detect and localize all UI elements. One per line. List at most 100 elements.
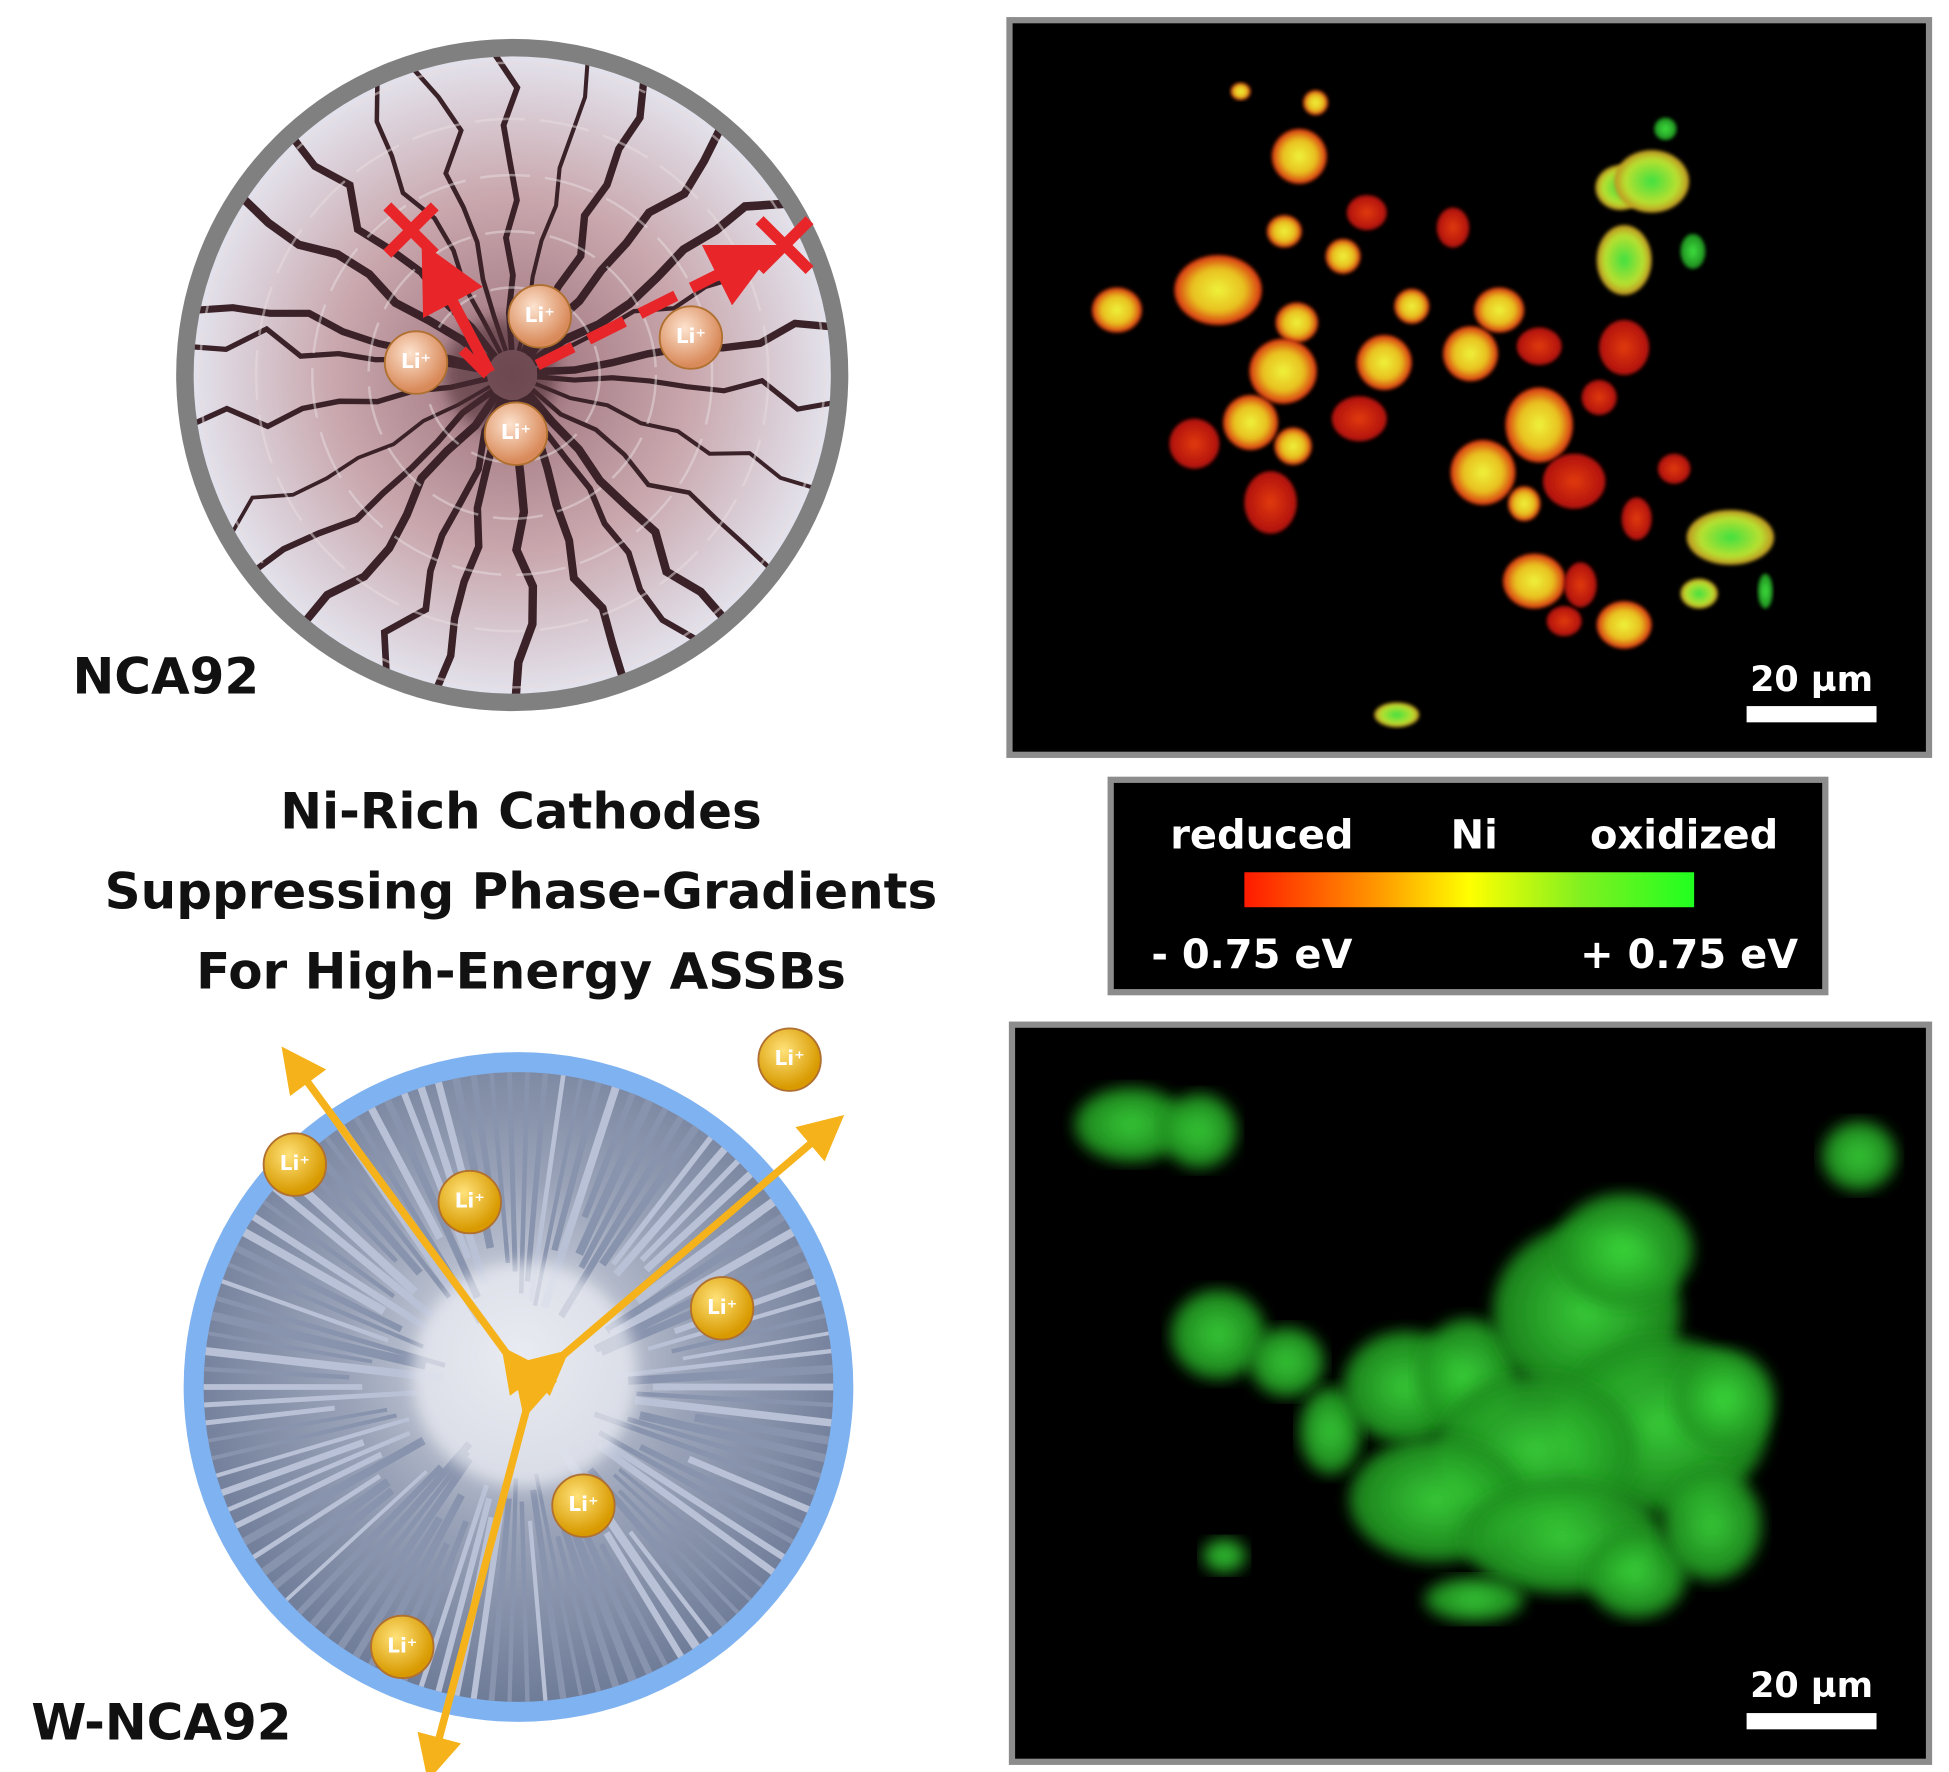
particle <box>1657 453 1691 484</box>
particle <box>1661 1468 1762 1581</box>
grain <box>628 1530 719 1646</box>
particle <box>1680 578 1718 609</box>
particle <box>1502 553 1566 609</box>
scale-bar <box>1746 706 1877 723</box>
title-line: Suppressing Phase-Gradients <box>105 862 938 920</box>
particle <box>1555 1193 1693 1306</box>
grain-ring <box>254 117 770 633</box>
particle <box>1450 439 1516 505</box>
grain <box>599 1542 673 1676</box>
particle <box>1599 320 1650 376</box>
grain <box>289 1464 444 1623</box>
ion <box>383 330 449 395</box>
grain <box>233 1436 426 1551</box>
ion-label: Li⁺ <box>525 303 555 327</box>
ion-label: Li⁺ <box>775 1046 805 1070</box>
ion-label: Li⁺ <box>455 1189 485 1213</box>
grain <box>555 1535 604 1702</box>
grain <box>638 1411 834 1465</box>
grain <box>558 1520 623 1698</box>
ion-label: Li⁺ <box>676 324 706 348</box>
particle <box>1275 302 1319 343</box>
particle <box>1374 702 1420 728</box>
particle <box>1303 90 1329 116</box>
particle <box>1621 497 1652 540</box>
scale-bar <box>1746 1713 1877 1730</box>
ions: Li⁺ Li⁺ Li⁺ Li⁺ Li⁺ Li⁺ Li⁺ Li⁺ Li⁺ Li⁺ <box>262 284 822 1680</box>
particle <box>1680 233 1706 269</box>
arrow <box>281 1046 547 1396</box>
particle <box>1074 1087 1187 1163</box>
ion-label: Li⁺ <box>280 1151 310 1175</box>
grain <box>638 1444 812 1534</box>
grain <box>203 1407 388 1445</box>
crack <box>530 387 813 582</box>
ion <box>437 1169 502 1235</box>
crack <box>525 391 761 645</box>
particle-ring <box>176 38 849 712</box>
particle <box>1249 338 1317 404</box>
ion <box>507 284 572 349</box>
particle <box>1654 117 1677 141</box>
ion <box>551 1473 616 1538</box>
arrow <box>534 244 778 371</box>
particle <box>1201 1538 1247 1574</box>
particle <box>1507 486 1541 522</box>
scale-bar-label: 20 µm <box>1750 1666 1873 1706</box>
sample-label: W-NCA92 <box>31 1693 291 1751</box>
title-line: For High-Energy ASSBs <box>196 942 846 1000</box>
colorbar-max: + 0.75 eV <box>1580 932 1798 978</box>
scale-bar-label: 20 µm <box>1750 660 1873 700</box>
particle <box>1474 287 1525 333</box>
grain <box>218 1430 411 1516</box>
arrow <box>520 1115 845 1397</box>
grain <box>617 1489 747 1622</box>
particle <box>1174 255 1262 326</box>
arrow <box>417 1369 558 1772</box>
particle <box>1394 288 1430 324</box>
crack <box>209 169 494 366</box>
crack <box>239 388 495 619</box>
colorbar-label: reduced <box>1170 812 1353 858</box>
crack <box>489 52 521 351</box>
colorbar <box>1244 872 1695 908</box>
particle <box>1230 82 1251 101</box>
crack <box>408 52 509 352</box>
particle <box>1581 380 1617 415</box>
ion <box>370 1614 435 1680</box>
crack <box>277 392 500 657</box>
grain <box>225 1451 383 1533</box>
particle <box>1546 606 1582 637</box>
grain <box>211 1439 365 1500</box>
ion <box>757 1027 822 1092</box>
particle <box>1356 335 1412 391</box>
ion-label: Li⁺ <box>707 1295 737 1319</box>
xanes-map <box>1006 17 1933 758</box>
particle <box>1596 601 1652 649</box>
particle <box>1436 207 1470 248</box>
crack <box>530 175 820 365</box>
particle <box>1614 150 1690 213</box>
particle <box>1596 225 1652 296</box>
colorbar-label: oxidized <box>1590 812 1778 858</box>
grain <box>575 1516 657 1684</box>
grain <box>597 1430 803 1550</box>
particle <box>1331 396 1387 442</box>
crack <box>534 381 835 491</box>
grain <box>694 1413 834 1447</box>
particle <box>1249 1327 1325 1397</box>
block-mark <box>755 216 814 275</box>
particle <box>1169 418 1220 469</box>
grain-ring <box>367 230 658 520</box>
grain <box>253 1478 391 1582</box>
nca92-particle <box>176 38 849 712</box>
grain <box>618 1467 772 1595</box>
particle <box>1821 1120 1897 1191</box>
ion <box>262 1132 328 1197</box>
particle <box>1424 1576 1525 1622</box>
arrow <box>421 242 495 376</box>
particle <box>1443 326 1498 382</box>
ion <box>483 401 549 466</box>
colorbar-label: Ni <box>1451 812 1498 858</box>
